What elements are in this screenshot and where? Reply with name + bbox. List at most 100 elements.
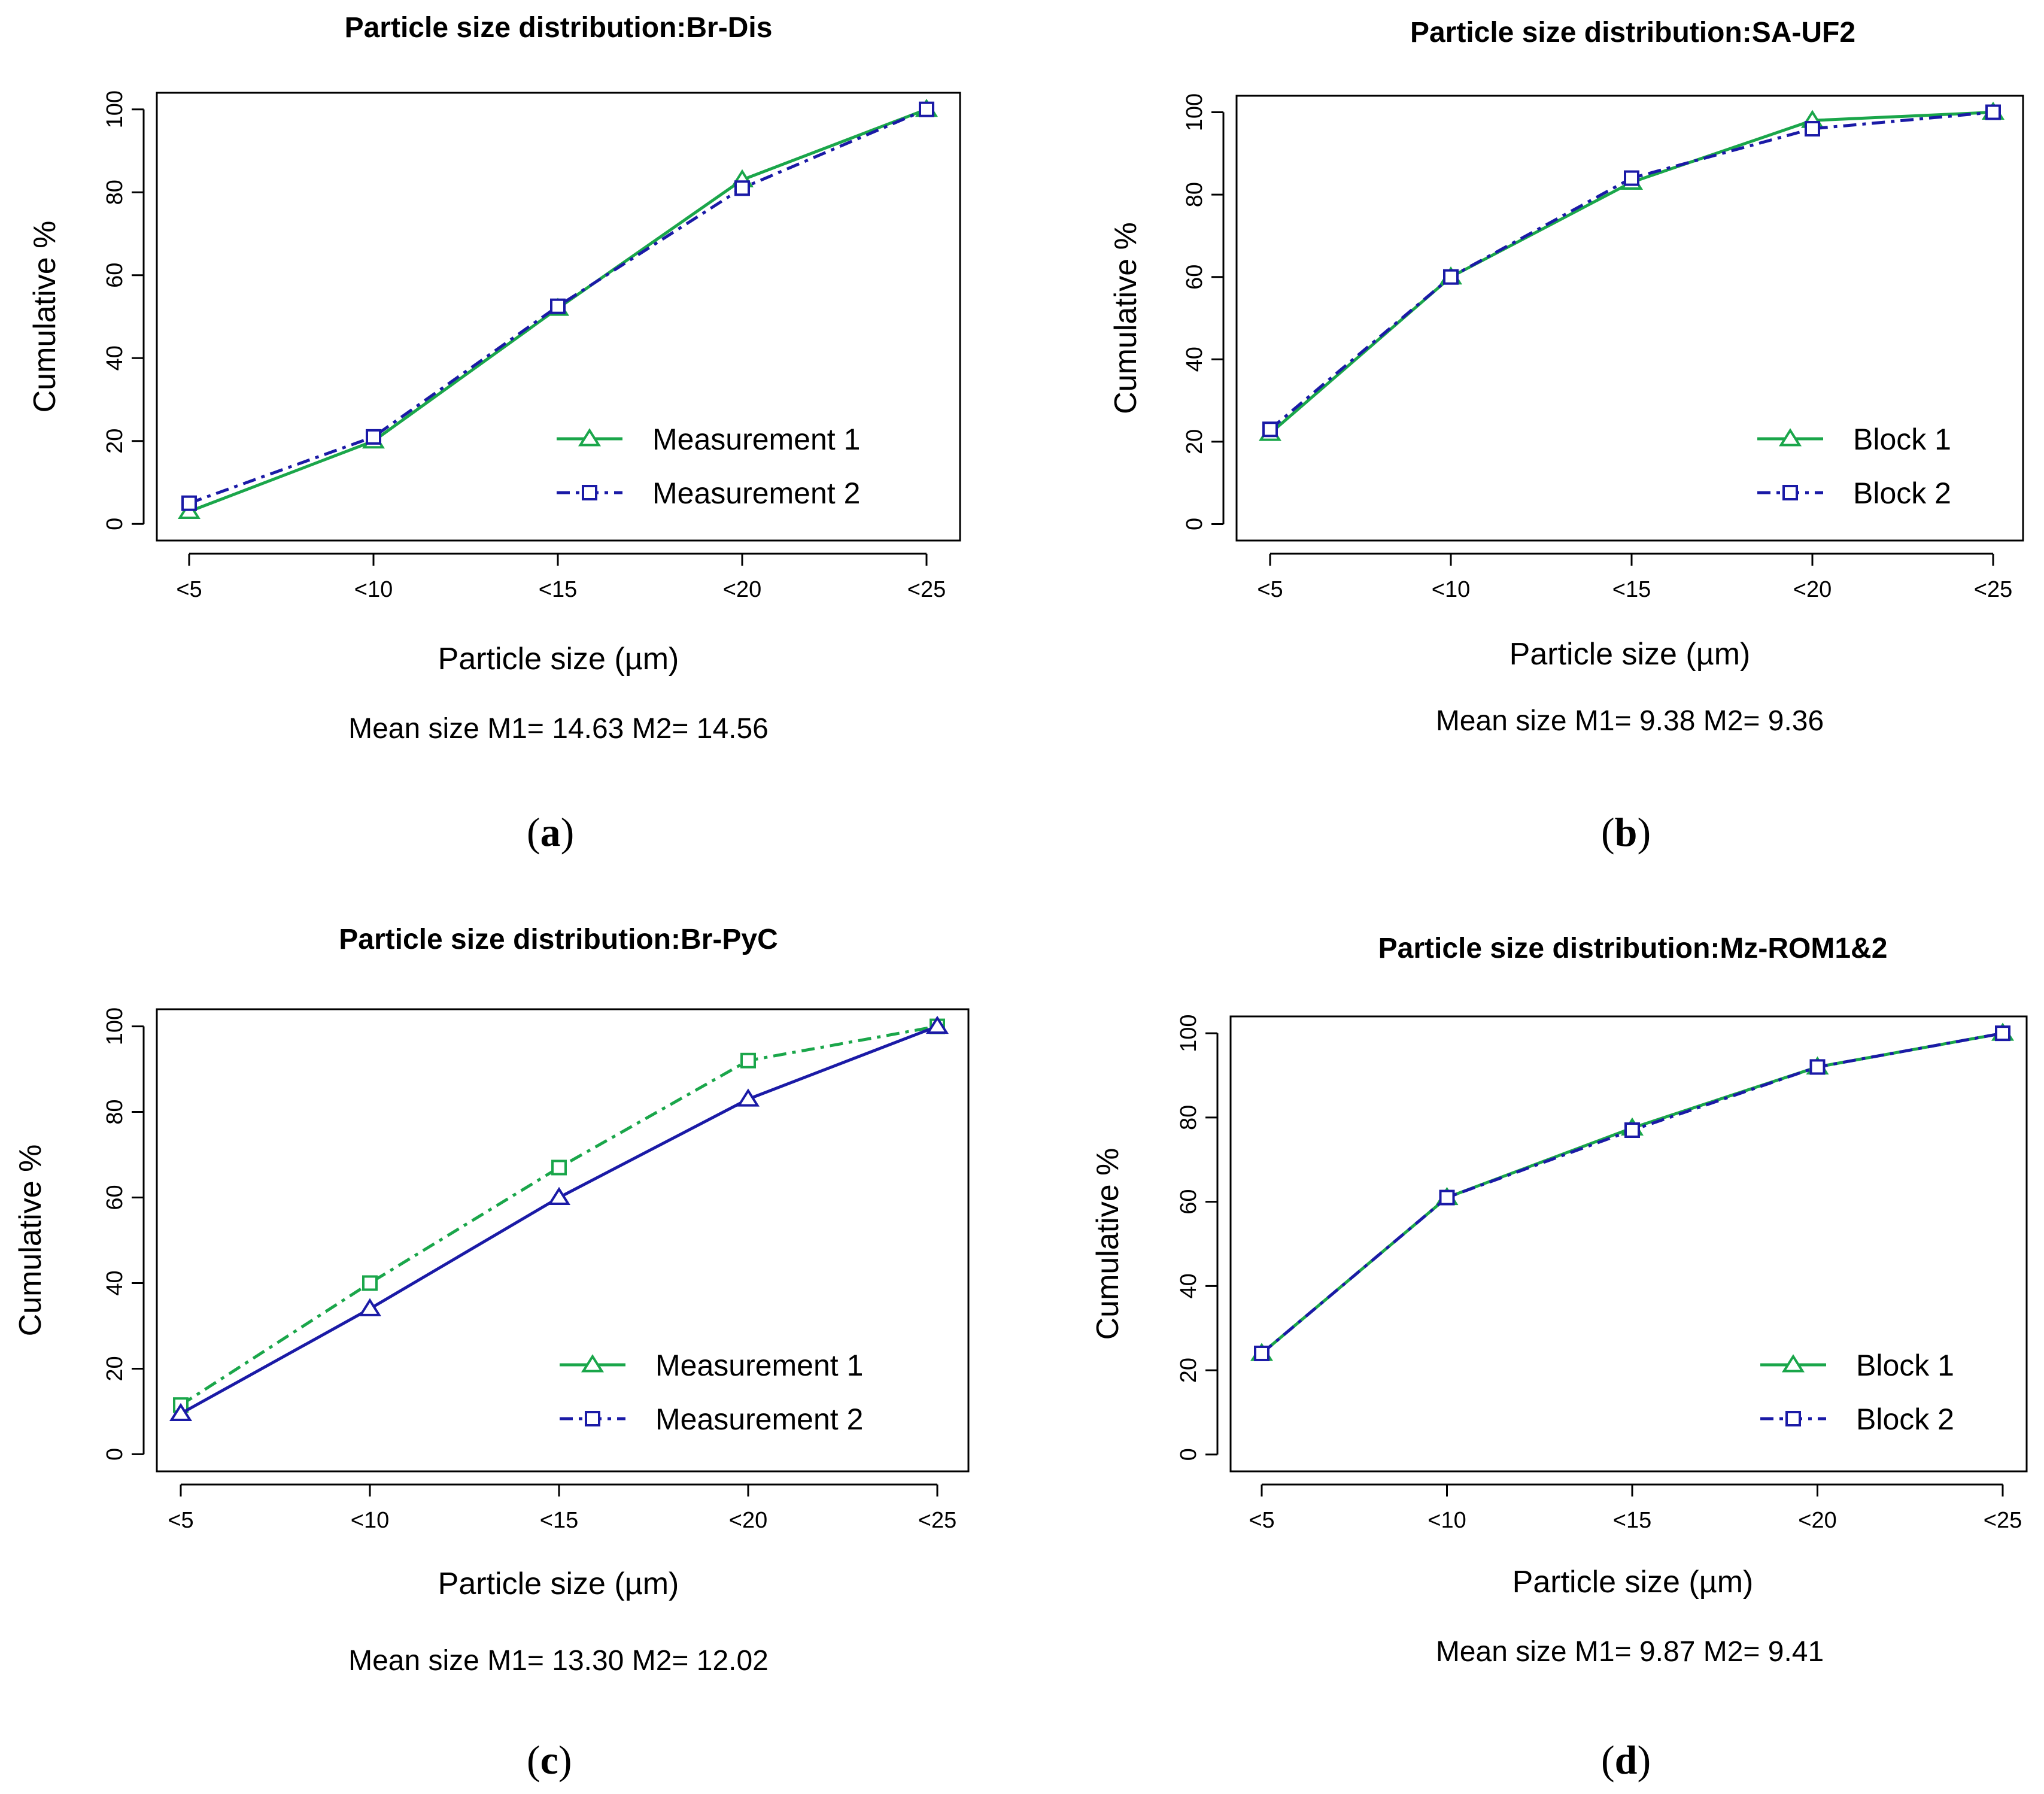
- chart-d: Particle size distribution:Mz-ROM1&2 0 20 4…: [1091, 933, 2028, 1783]
- y-tick-label: 80: [1176, 1105, 1201, 1130]
- y-tick-label: 20: [1182, 429, 1207, 454]
- y-tick-label: 100: [1176, 1014, 1201, 1052]
- y-tick-label: 40: [1182, 347, 1207, 372]
- y-tick-label: 40: [1176, 1273, 1201, 1298]
- x-tick-label: <15: [1612, 577, 1651, 602]
- plot-frame: [156, 92, 961, 542]
- data-point: [181, 495, 197, 511]
- y-tick-label: 0: [102, 1448, 127, 1461]
- y-tick-label: 100: [102, 90, 127, 128]
- chart-title: Particle size distribution:Br-PyC: [339, 924, 777, 955]
- y-tick-label: 100: [102, 1007, 127, 1045]
- y-tick-label: 40: [102, 345, 127, 371]
- chart-title: Particle size distribution:Mz-ROM1&2: [1378, 933, 1888, 964]
- series-line: [1261, 1031, 2003, 1355]
- series-2: [1254, 1025, 2010, 1361]
- mean-size-text: Mean size M1= 9.87 M2= 9.41: [1436, 1636, 1824, 1668]
- y-axis-label: Cumulative %: [1091, 1148, 1125, 1340]
- y-tick-label: 60: [1182, 265, 1207, 290]
- plot-frame: [1229, 1015, 2028, 1473]
- y-tick-label: 80: [102, 1099, 127, 1124]
- x-tick-label: <25: [1984, 1508, 2022, 1533]
- x-axis-label: Particle size (µm): [1510, 637, 1751, 672]
- legend: Measurement 1 Measurement 2: [557, 423, 860, 510]
- legend-marker: [581, 1354, 605, 1373]
- y-axis-label: Cumulative %: [1108, 222, 1143, 414]
- series-line: [1269, 111, 1994, 435]
- legend-marker: [578, 428, 602, 447]
- x-axis-label: Particle size (µm): [438, 1567, 679, 1601]
- y-tick-label: 20: [102, 429, 127, 454]
- x-tick-label: <10: [354, 577, 393, 602]
- series-1: [1250, 1022, 2015, 1361]
- data-point: [1985, 104, 2001, 120]
- x-tick-label: <20: [1793, 577, 1832, 602]
- x-tick-label: <10: [351, 1508, 389, 1533]
- x-tick-label: <25: [918, 1508, 956, 1533]
- data-point: [366, 429, 381, 445]
- y-tick-label: 0: [1182, 518, 1207, 530]
- y-tick-label: 0: [1176, 1448, 1201, 1461]
- y-tick-label: 60: [1176, 1189, 1201, 1214]
- series-2: [169, 1015, 949, 1421]
- data-point: [925, 1015, 949, 1034]
- series-2: [1262, 104, 2001, 438]
- panel-label: (a): [527, 809, 574, 855]
- legend-label: Measurement 2: [655, 1403, 863, 1436]
- series-2: [181, 101, 934, 511]
- data-point: [1624, 1122, 1640, 1138]
- legend-label: Block 2: [1856, 1403, 1954, 1436]
- x-tick-label: <20: [729, 1508, 767, 1533]
- y-axis-label: Cumulative %: [28, 221, 62, 413]
- series-line: [180, 1025, 938, 1407]
- chart-b: Particle size distribution:SA-UF2 0 20 40 60…: [1108, 17, 2024, 855]
- data-point: [1995, 1025, 2010, 1042]
- x-tick-label: <20: [723, 577, 761, 602]
- y-axis-label: Cumulative %: [13, 1145, 48, 1337]
- y-tick-label: 40: [102, 1270, 127, 1295]
- legend-label: Measurement 2: [652, 476, 860, 510]
- series-1: [1258, 101, 2005, 441]
- x-tick-label: <10: [1428, 1508, 1466, 1533]
- x-tick-label: <20: [1798, 1508, 1836, 1533]
- panel-label: (d): [1601, 1737, 1651, 1783]
- legend-marker: [1785, 1411, 1801, 1426]
- legend: Measurement 1 Measurement 2: [560, 1349, 863, 1436]
- x-axis-label: Particle size (µm): [1513, 1565, 1754, 1599]
- data-point: [1439, 1189, 1455, 1206]
- y-tick-label: 60: [102, 1185, 127, 1210]
- legend-label: Block 1: [1856, 1349, 1954, 1382]
- legend-marker: [585, 1411, 600, 1426]
- x-tick-label: <15: [540, 1508, 578, 1533]
- mean-size-text: Mean size M1= 9.38 M2= 9.36: [1436, 705, 1824, 737]
- y-tick-label: 0: [102, 518, 127, 530]
- x-tick-label: <5: [168, 1508, 193, 1533]
- mean-size-text: Mean size M1= 14.63 M2= 14.56: [348, 713, 769, 745]
- data-point: [1443, 269, 1459, 285]
- y-tick-label: 80: [102, 180, 127, 205]
- data-point: [919, 101, 934, 117]
- series-line: [1261, 1031, 2003, 1355]
- legend: Block 1 Block 2: [1760, 1349, 1954, 1436]
- y-tick-label: 80: [1182, 182, 1207, 207]
- x-axis-label: Particle size (µm): [438, 642, 679, 676]
- x-tick-label: <25: [907, 577, 946, 602]
- legend-marker: [1778, 428, 1802, 447]
- data-point: [1262, 421, 1278, 438]
- y-tick-label: 100: [1182, 93, 1207, 131]
- plot-frame: [1235, 95, 2024, 542]
- chart-a: Particle size distribution:Br-Dis 0 20 40 60…: [28, 12, 961, 855]
- data-point: [1254, 1345, 1269, 1361]
- data-point: [1805, 121, 1820, 137]
- plot-frame: [156, 1008, 970, 1473]
- legend-label: Block 2: [1853, 476, 1951, 510]
- data-point: [740, 1052, 756, 1068]
- x-tick-label: <15: [539, 577, 577, 602]
- panel-label-letter: b: [1615, 809, 1638, 855]
- data-point: [1809, 1059, 1826, 1075]
- chart-title: Particle size distribution:SA-UF2: [1410, 17, 1855, 48]
- data-point: [734, 180, 750, 196]
- legend: Block 1 Block 2: [1757, 423, 1951, 510]
- x-tick-label: <25: [1974, 577, 2012, 602]
- legend-marker: [1782, 485, 1798, 500]
